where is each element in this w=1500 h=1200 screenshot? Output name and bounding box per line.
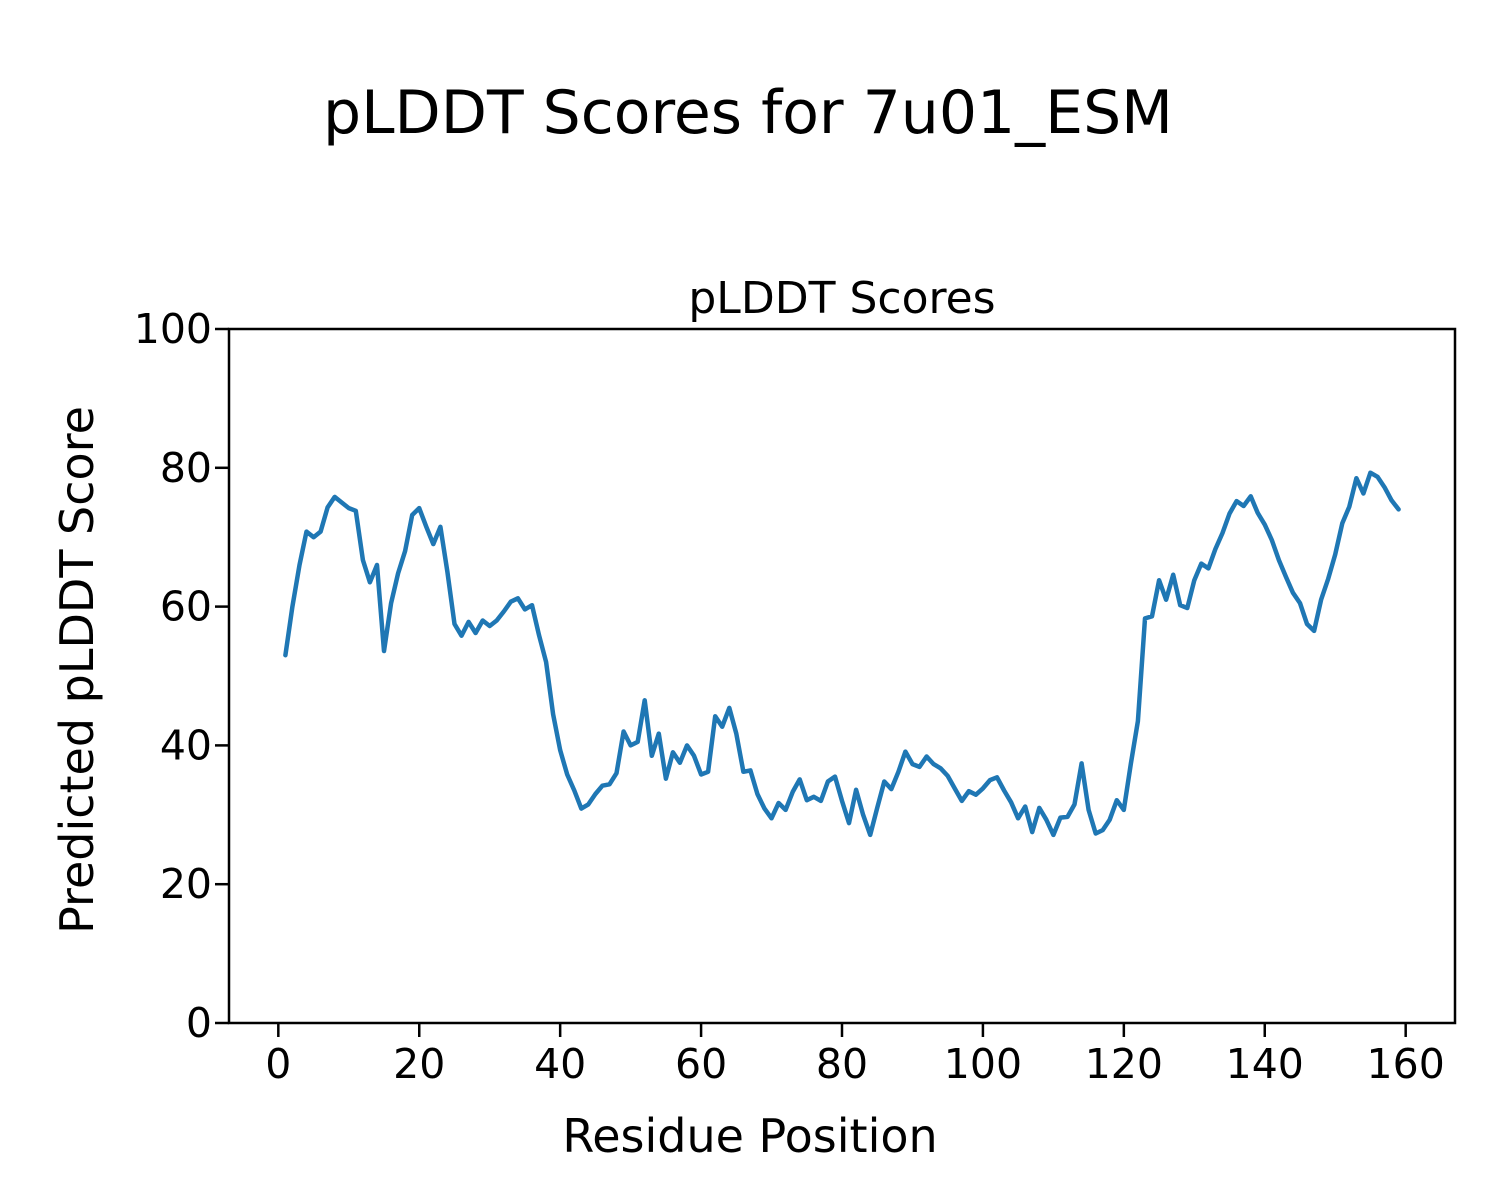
- x-axis-label: Residue Position: [562, 1109, 937, 1163]
- x-tick-label: 60: [675, 1040, 727, 1088]
- x-tick-label: 0: [265, 1040, 291, 1088]
- x-tick-label: 160: [1367, 1040, 1445, 1088]
- plot-border: [227, 327, 1457, 1025]
- y-tick-label: 60: [160, 583, 212, 631]
- y-axis-label: Predicted pLDDT Score: [50, 406, 104, 934]
- y-tick-label: 20: [160, 860, 212, 908]
- x-tick-label: 140: [1226, 1040, 1304, 1088]
- axes-title: pLDDT Scores: [688, 273, 995, 324]
- y-tick-label: 80: [160, 444, 212, 492]
- x-tick-label: 80: [816, 1040, 868, 1088]
- y-tick-label: 40: [160, 721, 212, 769]
- x-axis-ticks: 0 20 40 60 80 100 120 140 160: [265, 1023, 1445, 1088]
- plddt-line: [283, 470, 1401, 838]
- y-tick-label: 0: [186, 999, 212, 1047]
- y-tick-label: 100: [134, 305, 212, 353]
- figure-title: pLDDT Scores for 7u01_ESM: [323, 78, 1173, 148]
- x-tick-label: 100: [944, 1040, 1022, 1088]
- y-axis-ticks: 0 20 40 60 80 100: [134, 305, 229, 1047]
- x-tick-label: 40: [534, 1040, 586, 1088]
- x-tick-label: 120: [1085, 1040, 1163, 1088]
- x-tick-label: 20: [393, 1040, 445, 1088]
